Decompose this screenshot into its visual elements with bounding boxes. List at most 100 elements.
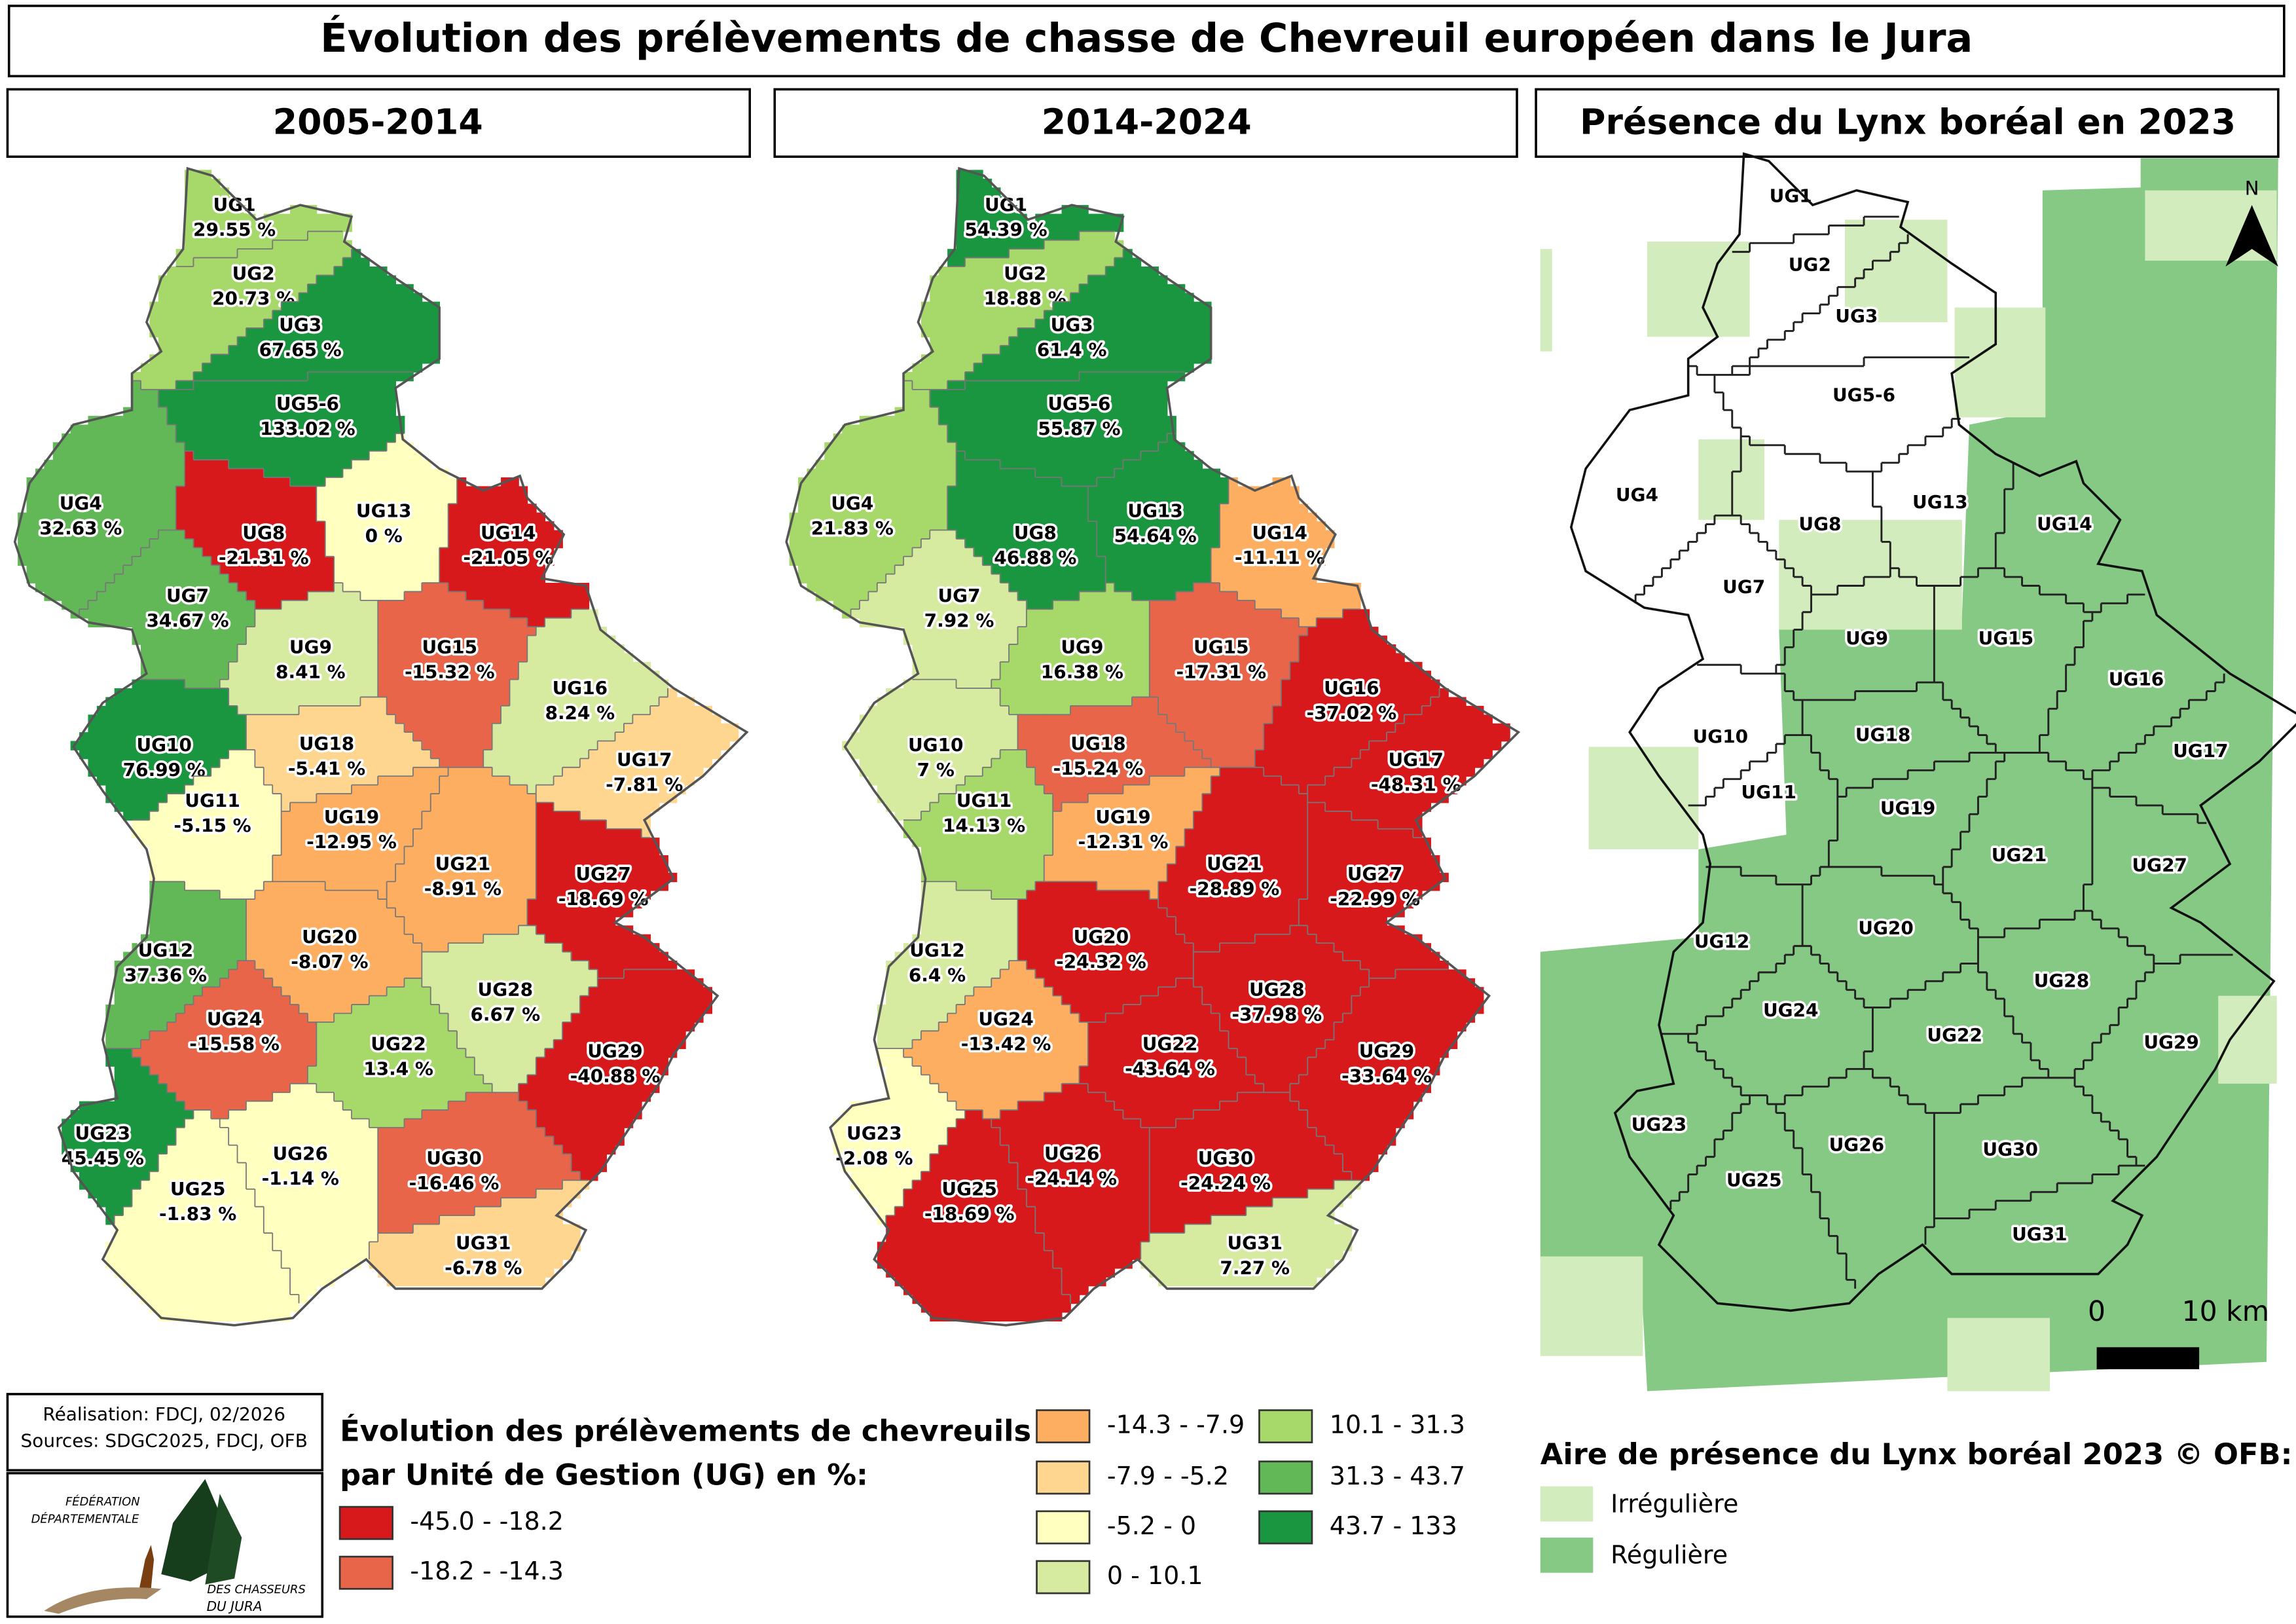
ug-region-cell [307, 820, 318, 830]
ug-region-cell [483, 741, 493, 750]
ug-region-cell [228, 661, 238, 672]
ug-region-cell [412, 838, 423, 847]
ug-region-cell [307, 293, 318, 303]
ug-region-cell [167, 477, 177, 487]
ug-region-cell [474, 723, 484, 733]
ug-region-cell [299, 794, 308, 803]
ug-region-cell [158, 424, 168, 434]
ug-region-cell [158, 890, 168, 900]
ug-region-cell [456, 635, 467, 645]
ug-region-cell [193, 530, 203, 540]
ug-region-cell [448, 802, 458, 812]
ug-region-cell [272, 784, 282, 794]
ug-region-cell [237, 486, 247, 496]
ug-region-cell [509, 749, 519, 760]
ug-region-cell [501, 723, 511, 733]
ug-region-cell [316, 477, 326, 487]
ug-region-cell [334, 345, 344, 356]
ug-region-cell [149, 784, 159, 794]
ug-region-cell [316, 916, 326, 927]
ug-region-cell [105, 1031, 115, 1041]
ug-region-cell [158, 1075, 168, 1084]
ug-region-cell [246, 644, 256, 654]
ug-region-cell [316, 1005, 326, 1014]
ug-region-cell [263, 872, 274, 883]
ug-region-cell [342, 354, 352, 364]
ug-region-cell [589, 794, 598, 803]
ug-region-cell [96, 468, 107, 478]
ug-region-cell [299, 354, 308, 364]
ug-region-cell [219, 688, 230, 698]
ug-region-cell [439, 802, 449, 812]
ug-region-cell [501, 556, 511, 566]
ug-region-cell [316, 512, 326, 522]
ug-region-cell [193, 249, 203, 259]
ug-region-cell [228, 275, 238, 285]
ug-region-cell [193, 908, 203, 917]
ug-value: 34.67 % [146, 610, 228, 631]
ug-region-cell [193, 855, 203, 865]
ug-region-cell [290, 530, 300, 540]
ug-region-cell [430, 925, 441, 935]
ug-region-cell [263, 389, 274, 399]
ug-region-cell [158, 363, 168, 373]
ug-region-cell [281, 644, 291, 654]
ug-region-cell [448, 653, 458, 663]
ug-region-cell [422, 828, 431, 839]
ug-region-cell [88, 609, 98, 619]
ug-region-cell [342, 372, 352, 382]
ug-region-cell [185, 257, 194, 267]
ug-region-cell [492, 899, 501, 909]
ug-region-cell [228, 477, 238, 487]
ug-region-cell [290, 838, 300, 847]
ug-region-cell [255, 749, 264, 760]
ug-region-cell [62, 521, 71, 531]
ug-region-cell [395, 951, 405, 961]
ug-region-cell [439, 960, 449, 970]
ug-region-cell [545, 784, 555, 794]
ug-region-cell [299, 310, 308, 320]
ug-region-cell [448, 600, 458, 610]
ug-region-cell [202, 337, 212, 346]
ug-region-cell [281, 864, 291, 874]
ug-region-cell [395, 802, 405, 812]
ug-region-cell [185, 838, 194, 847]
ug-region-cell [465, 899, 475, 909]
ug-region-cell [632, 723, 642, 733]
ug-region-cell [290, 794, 300, 803]
ug-region-cell [272, 925, 282, 935]
ug-region-cell [527, 688, 537, 698]
ug-region-cell [211, 943, 221, 953]
ug-region-cell [404, 609, 414, 619]
ug-region-cell [281, 855, 291, 865]
ug-region-cell [281, 1039, 291, 1050]
ug-region-cell [378, 697, 388, 707]
ug-region-cell [360, 477, 370, 487]
ug-region-cell [386, 460, 396, 470]
ug-region-cell [263, 741, 274, 750]
ug-region-cell [114, 574, 124, 583]
ug-region-cell [272, 811, 282, 821]
ug-region-cell [202, 222, 212, 232]
ug-region-cell [149, 310, 159, 320]
ug-region-cell [404, 363, 414, 373]
ug-region-cell [132, 697, 141, 707]
ug-region-cell [167, 627, 177, 637]
ug-region-cell [456, 916, 467, 927]
ug-region-cell [307, 407, 318, 416]
ug-region-cell [228, 494, 238, 505]
ug-region-cell [18, 538, 27, 549]
ug-region-cell [105, 574, 115, 583]
ug-region-cell [158, 389, 168, 399]
ug-region-cell [386, 556, 396, 566]
ug-region-cell [158, 627, 168, 637]
ug-region-cell [641, 943, 651, 953]
ug-region-cell [228, 714, 238, 724]
ug-region-cell [255, 266, 264, 276]
ug-region-cell [281, 846, 291, 856]
ug-region-cell [412, 943, 423, 953]
ug-region-cell [386, 442, 396, 452]
ug-region-cell [175, 802, 185, 812]
ug-region-cell [219, 1083, 230, 1094]
